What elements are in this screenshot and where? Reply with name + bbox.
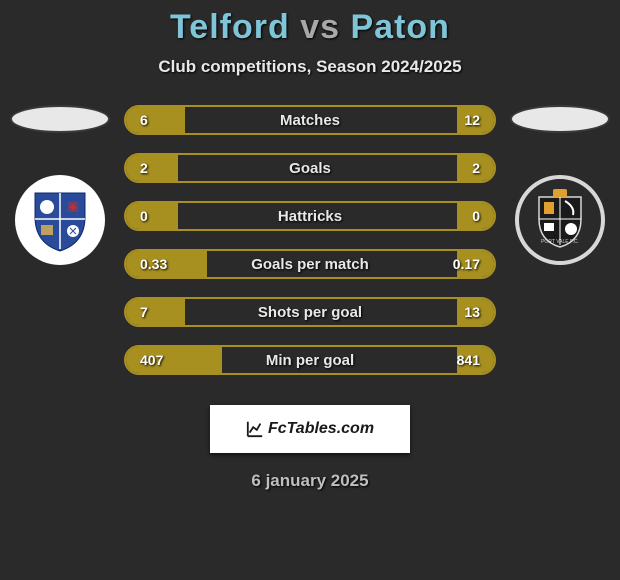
stat-row: 407 Min per goal 841 xyxy=(124,345,496,375)
stat-value-right: 13 xyxy=(464,304,480,320)
stat-label: Min per goal xyxy=(266,352,354,369)
stat-fill-left xyxy=(126,203,178,229)
stat-label: Matches xyxy=(280,112,340,129)
player-left-name: Telford xyxy=(170,8,290,46)
stat-value-left: 0.33 xyxy=(140,256,167,272)
stat-label: Goals per match xyxy=(251,256,369,273)
stat-value-right: 0.17 xyxy=(453,256,480,272)
comparison-widget: Telford vs Paton Club competitions, Seas… xyxy=(0,0,620,580)
left-club-crest xyxy=(15,175,105,265)
stat-value-right: 2 xyxy=(472,160,480,176)
stat-value-left: 2 xyxy=(140,160,148,176)
stat-label: Shots per goal xyxy=(258,304,362,321)
player-right-name: Paton xyxy=(350,8,449,46)
stat-value-left: 6 xyxy=(140,112,148,128)
left-nameplate xyxy=(10,105,110,133)
stat-fill-left xyxy=(126,299,185,325)
svg-text:PORT VALE F.C.: PORT VALE F.C. xyxy=(541,239,579,245)
brand-link[interactable]: FcTables.com xyxy=(246,420,374,438)
barrow-crest-icon xyxy=(25,185,95,255)
stat-row: 0 Hattricks 0 xyxy=(124,201,496,231)
brand-label: FcTables.com xyxy=(268,420,374,438)
stat-value-right: 0 xyxy=(472,208,480,224)
stat-label: Hattricks xyxy=(278,208,342,225)
stat-fill-left xyxy=(126,107,185,133)
stat-value-right: 841 xyxy=(457,352,480,368)
stat-label: Goals xyxy=(289,160,331,177)
portvale-crest-icon: PORT VALE F.C. xyxy=(525,185,595,255)
left-side xyxy=(0,105,120,265)
right-nameplate xyxy=(510,105,610,133)
stat-row: 0.33 Goals per match 0.17 xyxy=(124,249,496,279)
right-side: PORT VALE F.C. xyxy=(500,105,620,265)
stats-list: 6 Matches 12 2 Goals 2 0 Hattricks 0 0.33 Goals pe… xyxy=(120,105,500,375)
brand-box[interactable]: FcTables.com xyxy=(210,405,410,453)
stat-value-left: 407 xyxy=(140,352,163,368)
chart-icon xyxy=(246,420,264,438)
main-row: 6 Matches 12 2 Goals 2 0 Hattricks 0 0.33 Goals pe… xyxy=(0,105,620,375)
date: 6 january 2025 xyxy=(251,471,368,491)
stat-value-left: 7 xyxy=(140,304,148,320)
stat-value-right: 12 xyxy=(464,112,480,128)
stat-row: 7 Shots per goal 13 xyxy=(124,297,496,327)
subtitle: Club competitions, Season 2024/2025 xyxy=(158,57,461,77)
vs-label: vs xyxy=(300,8,340,46)
page-title: Telford vs Paton xyxy=(170,8,450,47)
stat-row: 6 Matches 12 xyxy=(124,105,496,135)
right-club-crest: PORT VALE F.C. xyxy=(515,175,605,265)
stat-row: 2 Goals 2 xyxy=(124,153,496,183)
stat-value-left: 0 xyxy=(140,208,148,224)
stat-fill-left xyxy=(126,155,178,181)
